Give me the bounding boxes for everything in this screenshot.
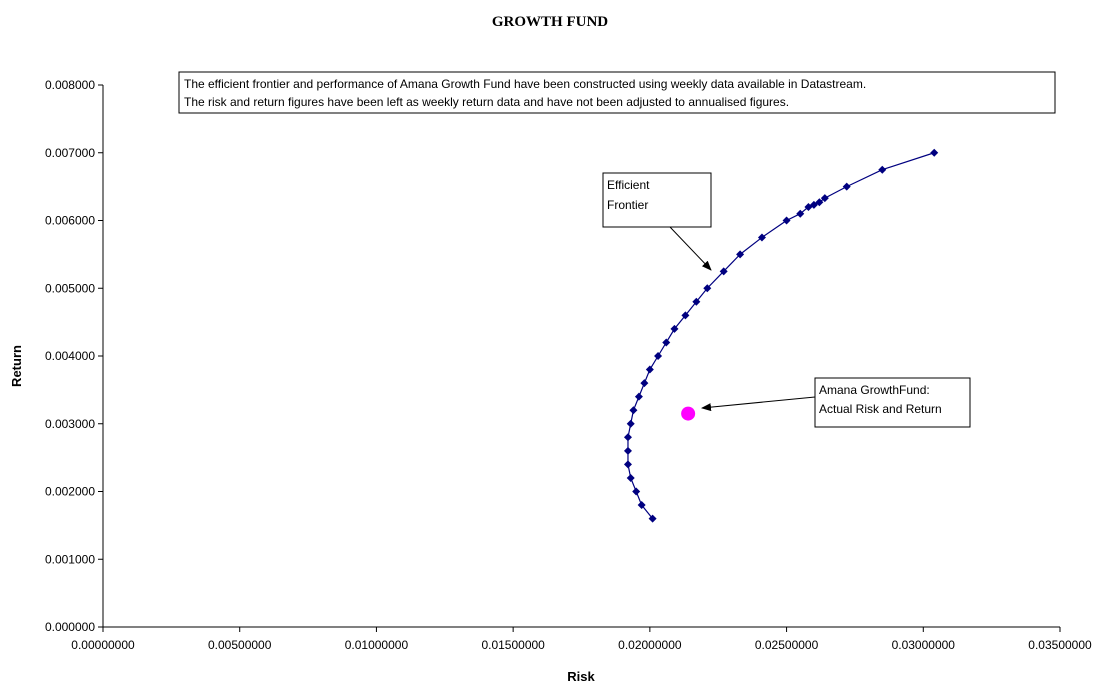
- fund-point: [681, 406, 696, 421]
- frontier-point: [820, 194, 829, 203]
- frontier-point: [623, 446, 632, 455]
- frontier-point: [623, 433, 632, 442]
- frontier-label-line-2: Frontier: [607, 198, 648, 212]
- frontier-arrow: [669, 226, 712, 271]
- x-tick-label: 0.02500000: [755, 638, 819, 652]
- y-tick-label: 0.007000: [45, 146, 95, 160]
- frontier-point: [626, 473, 635, 482]
- y-tick-label: 0.008000: [45, 78, 95, 92]
- frontier-point: [878, 165, 887, 174]
- frontier-point: [640, 379, 649, 388]
- frontier-point: [670, 324, 679, 333]
- y-tick-label: 0.005000: [45, 281, 95, 295]
- series-layer: [623, 148, 939, 523]
- y-tick-label: 0.001000: [45, 552, 95, 566]
- x-tick-label: 0.00500000: [208, 638, 272, 652]
- y-tick-label: 0.002000: [45, 485, 95, 499]
- frontier-point: [809, 200, 818, 209]
- frontier-point: [623, 460, 632, 469]
- frontier-point: [703, 284, 712, 293]
- frontier-point: [930, 148, 939, 157]
- frontier-point: [719, 267, 728, 276]
- frontier-point: [842, 182, 851, 191]
- frontier-point: [632, 487, 641, 496]
- frontier-point: [681, 311, 690, 320]
- frontier-point: [757, 233, 766, 242]
- frontier-point: [796, 209, 805, 218]
- x-tick-label: 0.00000000: [71, 638, 135, 652]
- frontier-point: [782, 216, 791, 225]
- y-tick-label: 0.000000: [45, 620, 95, 634]
- frontier-point: [692, 297, 701, 306]
- x-axis-label: Risk: [567, 669, 595, 684]
- efficient-frontier-callout: Efficient Frontier: [602, 172, 712, 271]
- efficient-frontier-series: [623, 148, 939, 523]
- x-tick-label: 0.01000000: [345, 638, 409, 652]
- frontier-point: [637, 501, 646, 510]
- x-tick-label: 0.03000000: [892, 638, 956, 652]
- chart-title: GROWTH FUND: [492, 14, 608, 30]
- frontier-point: [736, 250, 745, 259]
- x-tick-label: 0.02000000: [618, 638, 682, 652]
- fund-callout: Amana GrowthFund: Actual Risk and Return: [701, 377, 971, 428]
- fund-arrow: [701, 396, 816, 412]
- fund-label-line-1: Amana GrowthFund:: [819, 383, 930, 397]
- axes: [102, 85, 1060, 628]
- frontier-point: [634, 392, 643, 401]
- actual-fund-series: [681, 406, 696, 421]
- frontier-label-line-1: Efficient: [607, 178, 650, 192]
- frontier-point: [654, 352, 663, 360]
- note-line-2: The risk and return figures have been le…: [184, 95, 789, 109]
- y-ticks: 0.000000 0.001000 0.002000 0.003000 0.004000…: [45, 78, 103, 634]
- y-axis-label: Return: [9, 345, 24, 387]
- frontier-point: [645, 365, 654, 374]
- x-tick-label: 0.01500000: [481, 638, 545, 652]
- frontier-point: [648, 514, 657, 523]
- note-box: The efficient frontier and performance o…: [178, 71, 1056, 114]
- x-ticks: 0.00000000 0.00500000 0.01000000 0.01500000…: [71, 627, 1092, 652]
- frontier-point: [626, 419, 635, 428]
- fund-label-line-2: Actual Risk and Return: [819, 402, 942, 416]
- y-tick-label: 0.006000: [45, 214, 95, 228]
- y-tick-label: 0.004000: [45, 349, 95, 363]
- frontier-point: [815, 198, 824, 207]
- note-line-1: The efficient frontier and performance o…: [184, 77, 866, 91]
- frontier-point: [662, 338, 671, 347]
- frontier-point: [629, 406, 638, 415]
- y-tick-label: 0.003000: [45, 417, 95, 431]
- x-tick-label: 0.03500000: [1028, 638, 1092, 652]
